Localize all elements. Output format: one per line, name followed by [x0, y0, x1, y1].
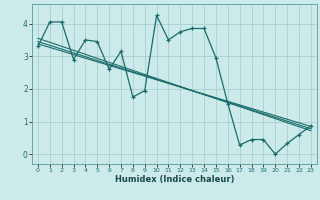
X-axis label: Humidex (Indice chaleur): Humidex (Indice chaleur)	[115, 175, 234, 184]
